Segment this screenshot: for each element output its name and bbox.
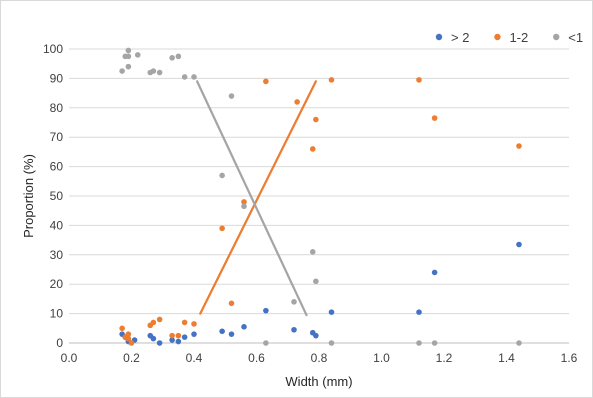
x-tick-label: 1.2 bbox=[436, 351, 453, 365]
data-point bbox=[219, 328, 225, 335]
data-point bbox=[150, 335, 157, 342]
data-point bbox=[328, 340, 335, 346]
trendline bbox=[199, 80, 317, 315]
x-tick-label: 0.4 bbox=[186, 351, 203, 365]
legend: > 2 1-2 <1 bbox=[435, 30, 583, 45]
y-tick-label: 60 bbox=[50, 160, 64, 174]
data-point bbox=[241, 199, 247, 205]
data-point bbox=[516, 143, 522, 149]
data-point bbox=[156, 340, 163, 346]
x-tick-label: 1.0 bbox=[373, 351, 390, 365]
data-point bbox=[169, 332, 175, 339]
data-point bbox=[119, 325, 125, 332]
legend-label: <1 bbox=[568, 30, 583, 45]
data-point bbox=[169, 55, 175, 61]
data-point bbox=[125, 53, 132, 60]
data-point bbox=[219, 172, 225, 179]
data-point bbox=[125, 47, 132, 54]
data-point bbox=[175, 332, 182, 339]
data-point bbox=[125, 63, 132, 70]
data-point bbox=[291, 299, 297, 305]
legend-label: > 2 bbox=[451, 30, 469, 45]
y-tick-label: 0 bbox=[56, 336, 63, 350]
y-tick-label: 80 bbox=[50, 101, 64, 115]
y-axis-title: Proportion (%) bbox=[21, 154, 36, 238]
data-point bbox=[191, 74, 197, 80]
data-point bbox=[228, 331, 235, 337]
y-tick-label: 70 bbox=[50, 130, 64, 144]
data-point bbox=[181, 334, 188, 340]
data-points bbox=[119, 47, 522, 346]
data-point bbox=[241, 203, 247, 210]
data-point bbox=[516, 340, 522, 346]
data-point bbox=[309, 146, 316, 152]
x-tick-label: 1.6 bbox=[561, 351, 578, 365]
data-point bbox=[219, 225, 225, 232]
y-tick-label: 40 bbox=[50, 218, 64, 232]
data-point bbox=[175, 53, 182, 60]
data-point bbox=[150, 319, 157, 326]
legend-marker bbox=[494, 33, 501, 41]
y-tick-label: 10 bbox=[50, 307, 64, 321]
data-point bbox=[181, 74, 188, 80]
legend-marker bbox=[435, 33, 443, 41]
x-tick-label: 0.6 bbox=[248, 351, 265, 365]
data-point bbox=[294, 99, 300, 105]
y-tick-label: 100 bbox=[43, 42, 63, 56]
x-axis-title: Width (mm) bbox=[285, 374, 352, 389]
data-point bbox=[516, 241, 522, 248]
data-point bbox=[263, 340, 269, 346]
data-point bbox=[309, 249, 316, 255]
data-point bbox=[313, 278, 319, 285]
data-point bbox=[128, 340, 135, 346]
data-point bbox=[175, 338, 182, 345]
data-point bbox=[134, 52, 141, 58]
data-point bbox=[169, 337, 175, 343]
data-point bbox=[125, 331, 132, 337]
data-point bbox=[241, 324, 247, 330]
data-point bbox=[228, 300, 235, 307]
data-point bbox=[291, 326, 297, 333]
data-point bbox=[156, 316, 163, 323]
data-point bbox=[228, 93, 235, 99]
data-point bbox=[119, 68, 125, 74]
tick-labels: 0 10 20 30 40 50 60 70 80 90 100 0.0 0.2 0.4 0.6 0.8 1.0… bbox=[43, 42, 578, 365]
data-point bbox=[328, 309, 335, 315]
data-point bbox=[150, 68, 157, 74]
data-point bbox=[313, 116, 319, 123]
y-tick-label: 30 bbox=[50, 248, 64, 262]
gridlines bbox=[69, 48, 569, 344]
data-point bbox=[156, 69, 163, 76]
y-tick-label: 20 bbox=[50, 277, 64, 291]
x-tick-label: 0.0 bbox=[61, 351, 78, 365]
data-point bbox=[313, 332, 319, 339]
data-point bbox=[416, 77, 422, 83]
data-point bbox=[263, 78, 269, 85]
data-point bbox=[416, 309, 422, 315]
data-point bbox=[328, 77, 335, 83]
data-point bbox=[125, 335, 132, 342]
data-point bbox=[191, 321, 197, 327]
data-point bbox=[416, 340, 422, 346]
y-tick-label: 50 bbox=[50, 189, 64, 203]
x-tick-label: 1.4 bbox=[498, 351, 515, 365]
legend-marker bbox=[553, 33, 560, 41]
trendlines bbox=[196, 80, 317, 317]
trendline bbox=[196, 80, 308, 317]
data-point bbox=[181, 319, 188, 326]
data-point bbox=[191, 331, 197, 337]
x-tick-label: 0.8 bbox=[311, 351, 328, 365]
data-point bbox=[263, 307, 269, 314]
data-point bbox=[431, 115, 438, 121]
legend-label: 1-2 bbox=[509, 30, 528, 45]
data-point bbox=[431, 340, 438, 346]
x-tick-label: 0.2 bbox=[123, 351, 140, 365]
data-point bbox=[431, 269, 438, 276]
y-tick-label: 90 bbox=[50, 71, 64, 85]
